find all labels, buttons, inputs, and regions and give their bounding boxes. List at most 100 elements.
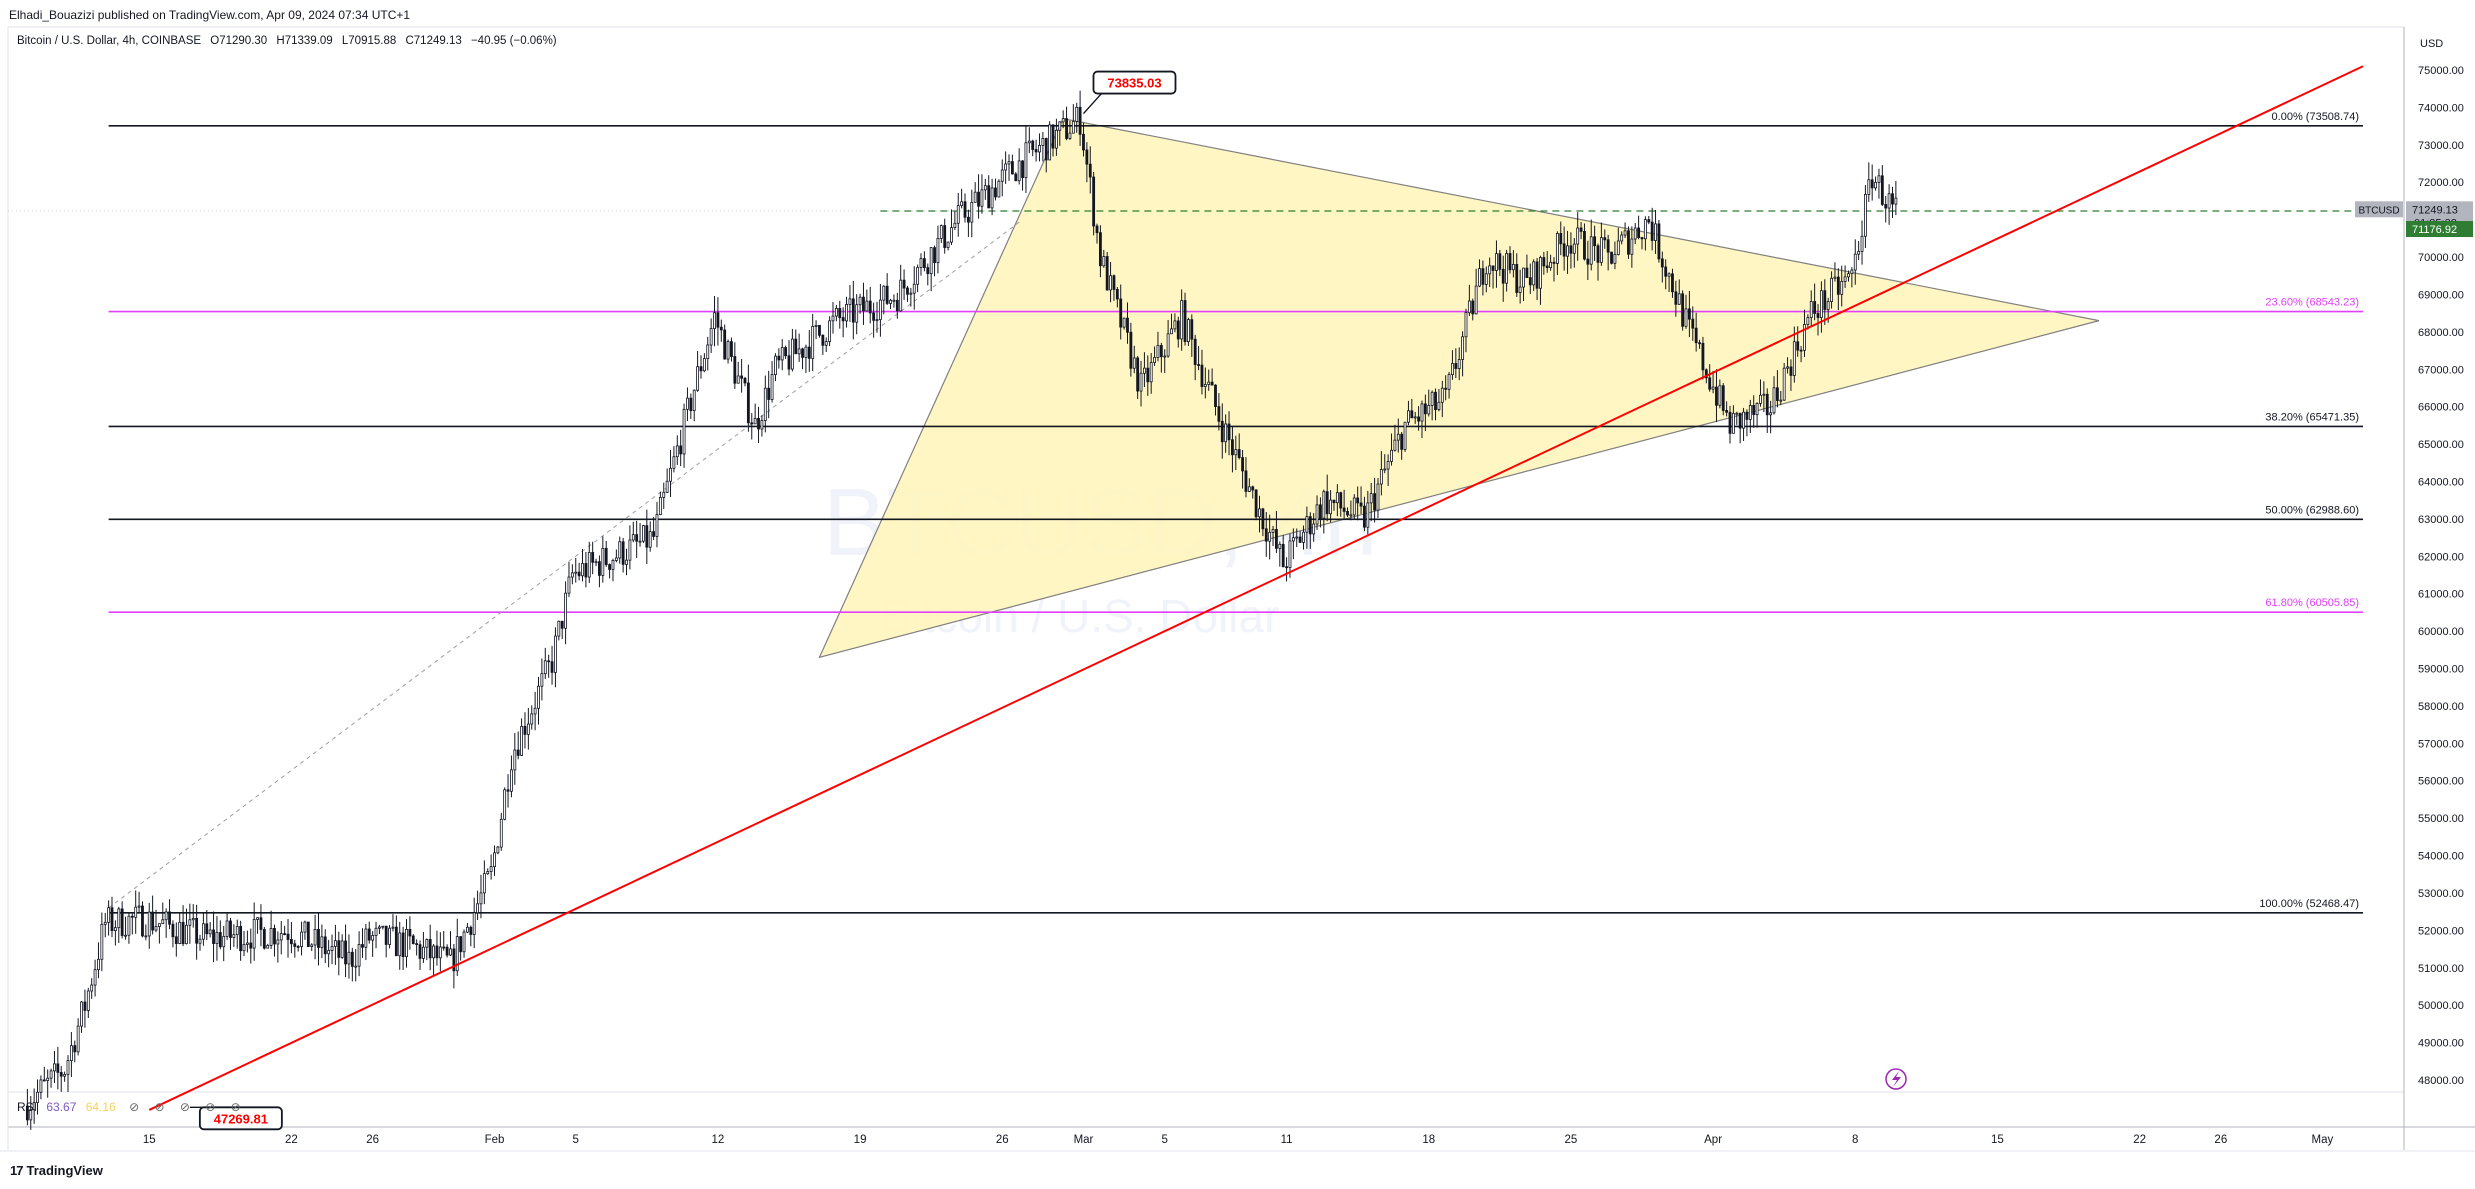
- price-tick-label: 61000.00: [2418, 589, 2464, 601]
- price-axis[interactable]: 48000.00 49000.00 50000.00 51000.00 52000.00…: [2355, 65, 2473, 1087]
- candle-body: [286, 933, 290, 940]
- candle-body: [39, 1079, 43, 1093]
- candle-body: [1752, 405, 1756, 415]
- candle-body: [699, 366, 703, 372]
- candle-body: [1396, 433, 1400, 441]
- candle-body: [977, 191, 980, 207]
- candle-body: [1721, 385, 1725, 411]
- candle-body: [594, 561, 598, 564]
- candle-body: [1630, 238, 1634, 255]
- candle-body: [425, 939, 429, 948]
- candle-body: [516, 749, 520, 756]
- candle-body: [1407, 410, 1410, 423]
- candle-body: [1579, 227, 1583, 232]
- triangle-pattern[interactable]: [818, 117, 2100, 659]
- candle-body: [1467, 300, 1471, 314]
- candle-body: [1095, 225, 1099, 234]
- candle-body: [1559, 233, 1563, 245]
- candle-body: [1339, 492, 1343, 509]
- candle-body: [570, 572, 574, 578]
- candle-body: [1803, 324, 1806, 351]
- low-label-box[interactable]: [198, 1106, 283, 1131]
- candle-body: [1434, 391, 1437, 410]
- candle-body: [73, 1045, 77, 1053]
- candle-body: [1136, 357, 1140, 392]
- candle-body: [1234, 449, 1238, 456]
- red-trend-line[interactable]: [148, 65, 2364, 1111]
- candle-body: [405, 928, 408, 958]
- candle-body: [1295, 536, 1299, 539]
- candle-body: [1451, 363, 1454, 375]
- fib-level-label: 0.00% (73508.74): [2272, 111, 2359, 123]
- candle-body: [357, 944, 361, 967]
- candle-body: [1755, 403, 1759, 415]
- candle-body: [1112, 275, 1116, 290]
- candle-body: [1809, 301, 1813, 318]
- symbol-name[interactable]: Bitcoin / U.S. Dollar, 4h, COINBASE: [17, 35, 202, 47]
- candle-body: [418, 944, 422, 959]
- triangle-shape[interactable]: [818, 117, 2100, 659]
- candle-body: [371, 935, 375, 941]
- fib-level-label: 61.80% (60505.85): [2265, 597, 2359, 609]
- candle-body: [1413, 416, 1417, 419]
- candle-body: [1278, 543, 1282, 549]
- time-axis[interactable]: 15 22 26 Feb 5 12 19 26 Mar 5 11 18 25 Apr 8 15 22 26 May: [143, 1134, 2334, 1146]
- current-price-tag[interactable]: [2406, 221, 2473, 238]
- pane-borders: [0, 26, 2475, 1152]
- aux-lines[interactable]: [108, 210, 2354, 909]
- candle-body: [1627, 230, 1630, 255]
- rsi-legend[interactable]: RSI 63.67 64.16 ⊘ ⊘ ⊘ ⊘ ⊘: [17, 1100, 247, 1114]
- alert-lightning-icon[interactable]: [1885, 1068, 1907, 1090]
- candle-body: [987, 185, 991, 209]
- candle-body: [1643, 219, 1647, 240]
- candle-body: [256, 917, 259, 920]
- candle-body: [154, 926, 158, 931]
- price-annotations[interactable]: 73835.03 47269.81: [189, 70, 1907, 1131]
- fib-retracement[interactable]: 0.00% (73508.74) 23.60% (68543.23) 38.20% …: [108, 111, 2363, 914]
- candle-body: [455, 936, 459, 972]
- candle-body: [723, 329, 727, 360]
- candle-body: [689, 397, 693, 411]
- high-label-box[interactable]: [1092, 70, 1177, 95]
- rsi-settings-icon[interactable]: ⊘ ⊘ ⊘ ⊘ ⊘: [129, 1100, 247, 1114]
- candle-body: [279, 933, 283, 941]
- candle-body: [476, 903, 479, 914]
- candle-body: [388, 927, 391, 945]
- candle-body: [1616, 240, 1620, 255]
- candle-body: [191, 918, 195, 921]
- candle-body: [1606, 239, 1610, 253]
- fib-level-label: 100.00% (52468.47): [2259, 898, 2359, 910]
- candle-body: [398, 932, 402, 957]
- candle-body: [1772, 387, 1776, 414]
- fib-trend-dashed-line[interactable]: [108, 219, 1023, 909]
- symbol-tag[interactable]: [2355, 201, 2403, 218]
- candle-body: [933, 247, 936, 264]
- tradingview-logo[interactable]: 17 TradingView: [10, 1163, 103, 1178]
- candle-body: [1847, 273, 1850, 278]
- candle-body: [733, 356, 737, 384]
- candle-body: [469, 926, 473, 935]
- candle-body: [875, 319, 879, 322]
- candle-body: [550, 661, 554, 673]
- candle-body: [1576, 227, 1580, 245]
- price-tick-label: 53000.00: [2418, 888, 2464, 900]
- currency-label[interactable]: USD: [2420, 38, 2444, 50]
- candle-body: [1664, 266, 1668, 277]
- candle-body: [1034, 149, 1038, 153]
- candle-body: [530, 713, 534, 725]
- rsi-value: 63.67: [46, 1100, 77, 1114]
- candle-body: [1203, 384, 1207, 387]
- candle-body: [1569, 245, 1573, 254]
- candle-body: [1200, 364, 1204, 387]
- candle-body: [168, 911, 171, 925]
- candle-body: [124, 934, 127, 937]
- candle-body: [147, 911, 151, 937]
- candle-body: [936, 237, 940, 264]
- candle-body: [144, 935, 148, 938]
- ohlc-close: C71249.13: [405, 35, 462, 47]
- trend-line[interactable]: [148, 65, 2364, 1111]
- candle-body: [1745, 411, 1749, 420]
- time-tick-label: 12: [712, 1134, 725, 1146]
- candle-body: [1650, 221, 1654, 241]
